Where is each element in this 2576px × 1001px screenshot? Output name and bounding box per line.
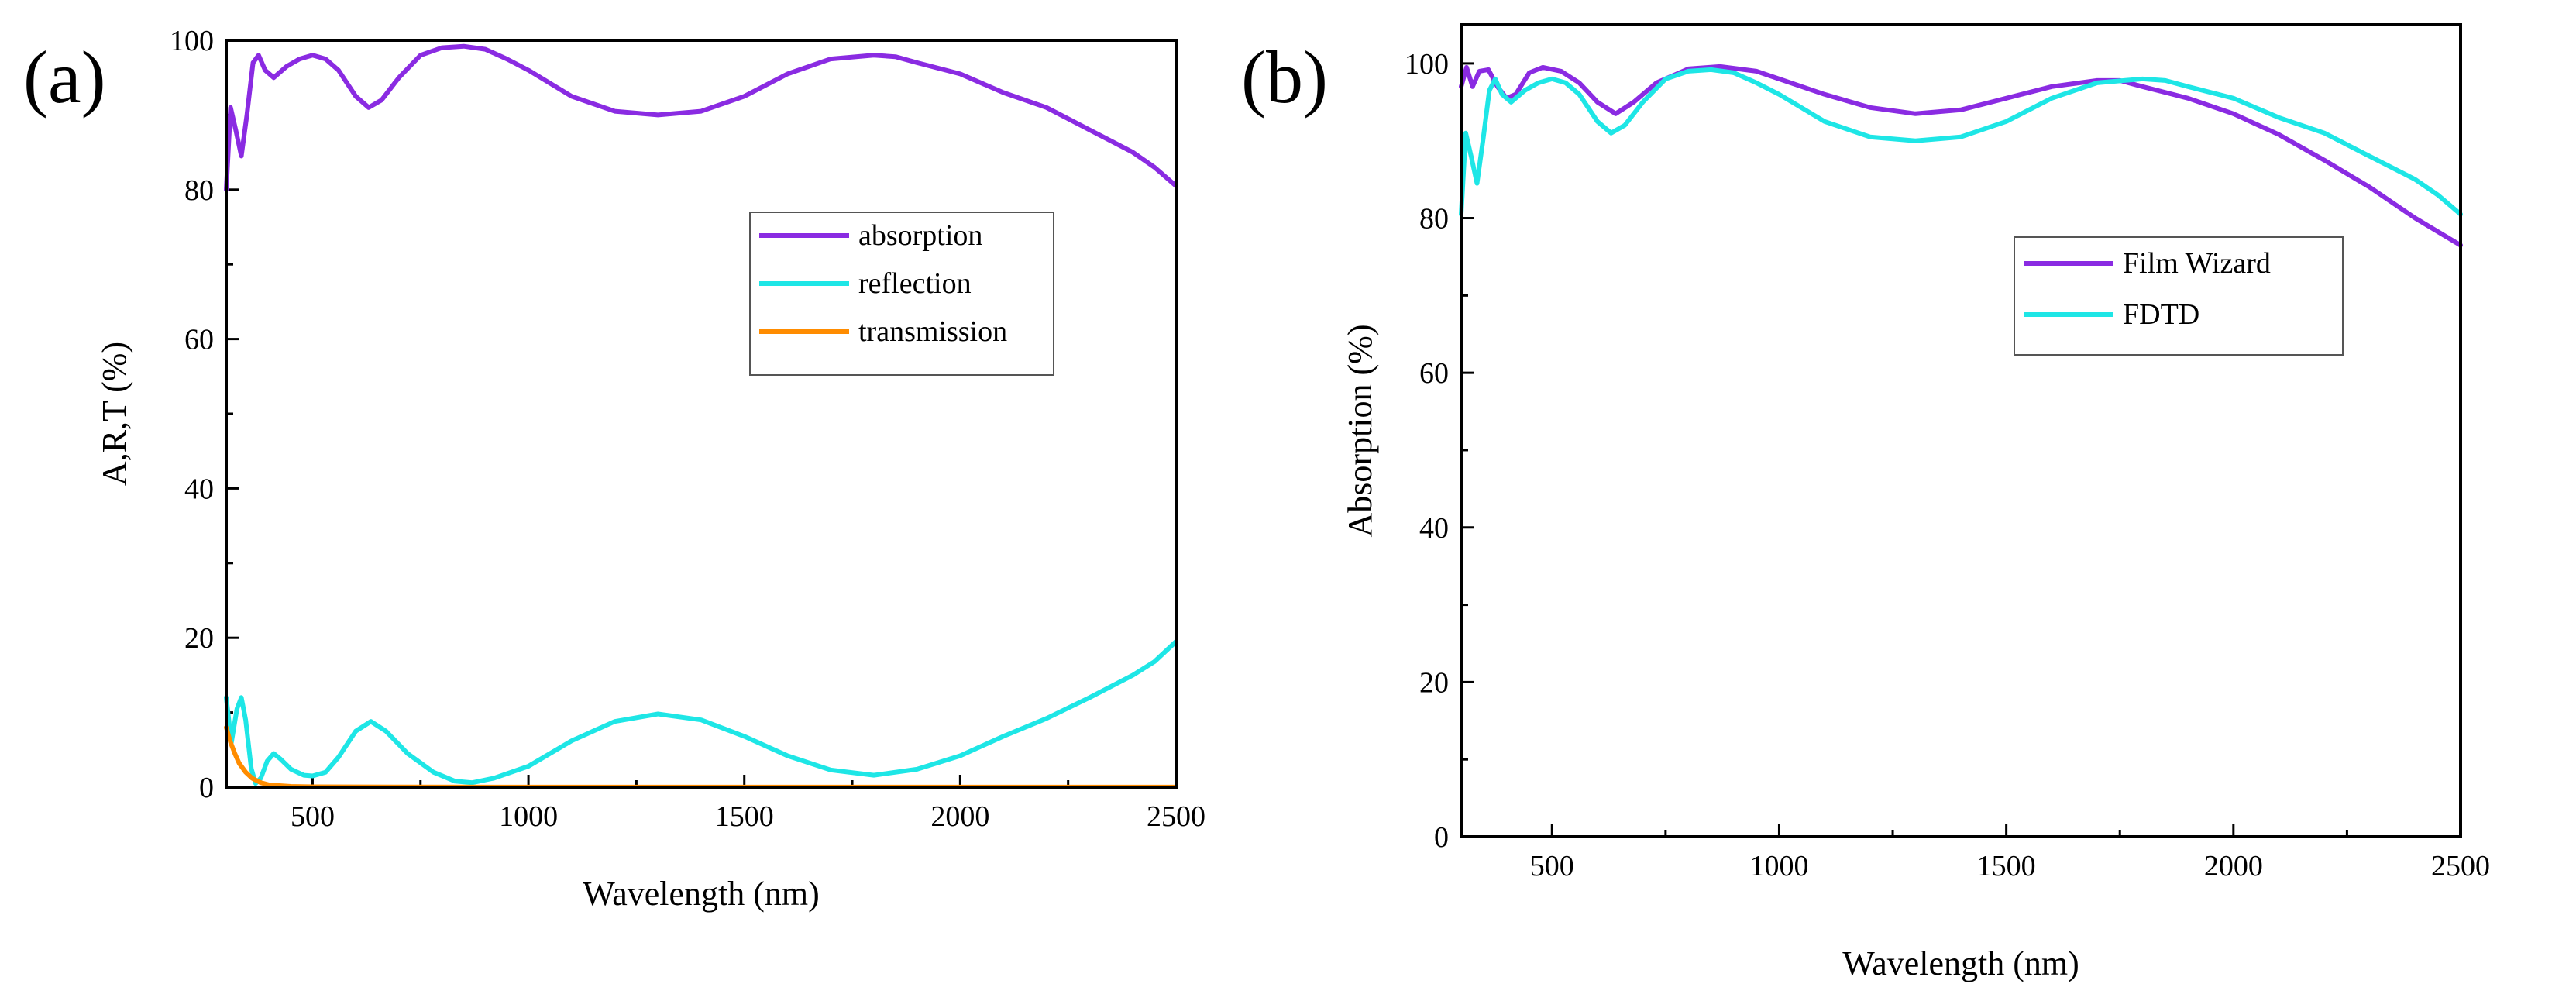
panel-b-y-tick-label: 100: [1405, 48, 1449, 81]
panel-b-legend-label: FDTD: [2123, 298, 2199, 331]
panel-b-x-tick-label: 500: [1530, 850, 1574, 882]
panel-a-x-tick-label: 1500: [715, 800, 774, 833]
panel-a-y-tick-label: 40: [184, 473, 214, 505]
panel-b-legend-box: [2014, 236, 2344, 356]
panel-b-y-tick-label: 0: [1434, 821, 1449, 854]
panel-b-x-tick-label: 2000: [2204, 850, 2263, 882]
panel-b-y-tick-label: 60: [1419, 357, 1449, 390]
panel-b-y-tick-label: 20: [1419, 666, 1449, 699]
panel-a-frame: [225, 39, 1178, 789]
panel-a-x-tick-label: 2500: [1147, 800, 1205, 833]
panel-a-x-tick-label: 2000: [930, 800, 989, 833]
panel-b-x-tick-label: 1000: [1749, 850, 1808, 882]
panel-a-series-transmission: [224, 724, 1178, 789]
panel-a-legend-box: [749, 212, 1054, 376]
panel-a-series-absorption: [224, 43, 1178, 192]
panel-b-label: (b): [1241, 36, 1328, 119]
panel-b: (b) 500 1000 1500 2000 2500 0 20 40 60 80 100 Wave…: [1241, 23, 2490, 982]
panel-a-y-axis-title: A,R,T (%): [95, 342, 133, 486]
panel-a-y-tick-label: 100: [170, 25, 214, 57]
panel-a-x-axis-title: Wavelength (nm): [583, 875, 820, 913]
panel-b-legend: Film Wizard FDTD: [2014, 236, 2344, 356]
panel-b-series-fdtd: [1459, 67, 2463, 217]
panel-b-y-tick-label: 80: [1419, 203, 1449, 236]
panel-a-legend-label: absorption: [858, 219, 982, 252]
panel-a-x-tick-label: 500: [291, 800, 335, 833]
panel-a-y-tick-label: 0: [199, 772, 214, 804]
panel-a-label: (a): [23, 36, 106, 119]
panel-b-frame: [1460, 23, 2462, 838]
panel-b-y-tick-label: 40: [1419, 512, 1449, 545]
panel-a: (a) 500 1000 1500 2000 2500 0 20 40 60 80 100 Wave…: [23, 25, 1205, 913]
panel-a-y-tick-label: 80: [184, 174, 214, 207]
panel-a-legend-label: transmission: [858, 315, 1007, 348]
panel-b-y-axis-title: Absorption (%): [1341, 325, 1379, 538]
panel-a-y-tick-label: 60: [184, 324, 214, 356]
panel-b-x-tick-label: 2500: [2431, 850, 2490, 882]
panel-a-legend: absorption reflection transmission: [749, 212, 1054, 376]
panel-b-legend-label: Film Wizard: [2123, 247, 2271, 280]
panel-b-x-tick-label: 1500: [1977, 850, 2036, 882]
panel-a-series-reflection: [224, 639, 1178, 786]
panel-a-x-tick-label: 1000: [499, 800, 558, 833]
panel-a-legend-label: reflection: [858, 267, 972, 300]
panel-a-y-tick-label: 20: [184, 622, 214, 655]
panel-b-x-axis-title: Wavelength (nm): [1842, 944, 2079, 982]
panel-b-series-film-wizard: [1459, 64, 2463, 248]
